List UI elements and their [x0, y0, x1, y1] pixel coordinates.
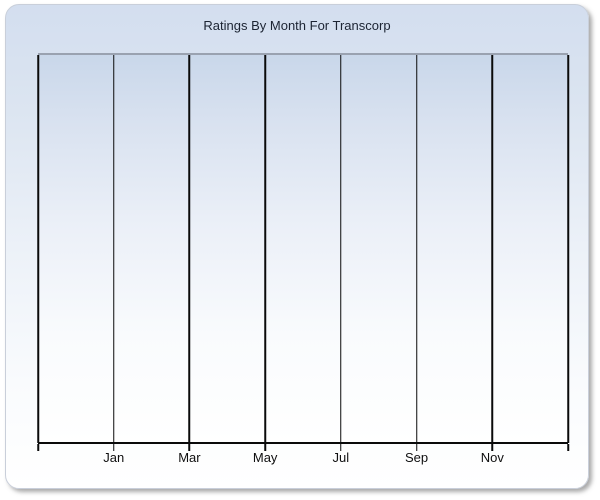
x-axis-tick: [340, 444, 342, 451]
x-axis-tick: [567, 444, 569, 451]
chart-panel: Ratings By Month For Transcorp Jan Mar May…: [5, 4, 589, 489]
vertical-gridline: [567, 55, 569, 443]
vertical-gridline: [188, 55, 191, 443]
x-axis-label: Nov: [480, 450, 504, 465]
chart-title: Ratings By Month For Transcorp: [203, 18, 391, 33]
vertical-gridline: [491, 55, 494, 443]
vertical-gridline: [340, 55, 342, 443]
x-axis-tick: [264, 444, 266, 451]
x-axis-label: Jan: [103, 450, 125, 465]
vertical-gridline: [264, 55, 266, 443]
x-axis-label: Sep: [404, 450, 429, 465]
x-axis-tick: [37, 444, 39, 451]
x-axis-tick: [112, 444, 115, 451]
plot-area: [37, 53, 569, 444]
x-axis-ticks: [37, 444, 569, 452]
x-axis-tick: [188, 444, 191, 451]
x-axis-label: Mar: [178, 450, 201, 465]
x-axis-tick: [415, 444, 418, 451]
x-axis-tick: [491, 444, 494, 451]
vertical-gridline: [415, 55, 418, 443]
vertical-gridline: [112, 55, 115, 443]
vertical-gridline: [37, 55, 39, 443]
x-axis-labels: Jan Mar May Jul Sep Nov: [38, 450, 568, 466]
x-axis-line: [38, 442, 568, 444]
x-axis-label: May: [252, 450, 278, 465]
x-axis-label: Jul: [332, 450, 350, 465]
